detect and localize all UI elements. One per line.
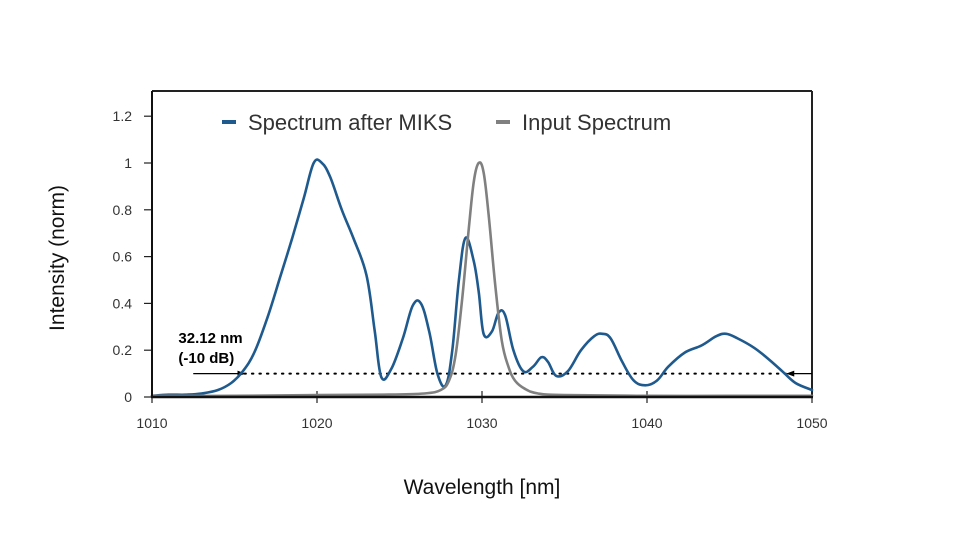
bandwidth-db-label: (-10 dB) xyxy=(178,350,234,367)
y-tick-label: 0.2 xyxy=(113,342,133,358)
plot-frame xyxy=(152,90,813,397)
y-axis-title: Intensity (norm) xyxy=(46,185,69,331)
y-tick-label: 1 xyxy=(124,155,132,171)
series-group xyxy=(150,158,814,398)
x-axis-title: Wavelength [nm] xyxy=(404,476,561,499)
y-tick-label: 0 xyxy=(124,389,132,405)
legend-label-spectrum-after-miks: Spectrum after MIKS xyxy=(248,110,452,135)
bandwidth-label: 32.12 nm xyxy=(178,330,242,347)
y-axis-ticks: 0 0.2 0.4 0.6 0.8 1 1.2 xyxy=(113,108,152,405)
x-tick-label: 1030 xyxy=(466,415,497,431)
y-tick-label: 1.2 xyxy=(113,108,133,124)
axes-lines xyxy=(151,91,813,399)
y-tick-label: 0.4 xyxy=(113,295,133,311)
y-tick-label: 0.6 xyxy=(113,249,133,265)
legend: Spectrum after MIKS Input Spectrum xyxy=(222,110,671,135)
y-tick-label: 0.8 xyxy=(113,202,133,218)
bandwidth-annotation: 32.12 nm (-10 dB) xyxy=(178,330,812,377)
x-tick-label: 1050 xyxy=(796,415,827,431)
legend-label-input-spectrum: Input Spectrum xyxy=(522,110,671,135)
series-line-spectrum-after-miks xyxy=(150,158,814,398)
series-line-input-spectrum xyxy=(150,161,814,398)
x-tick-label: 1010 xyxy=(136,415,167,431)
x-tick-label: 1040 xyxy=(631,415,662,431)
x-tick-label: 1020 xyxy=(301,415,332,431)
